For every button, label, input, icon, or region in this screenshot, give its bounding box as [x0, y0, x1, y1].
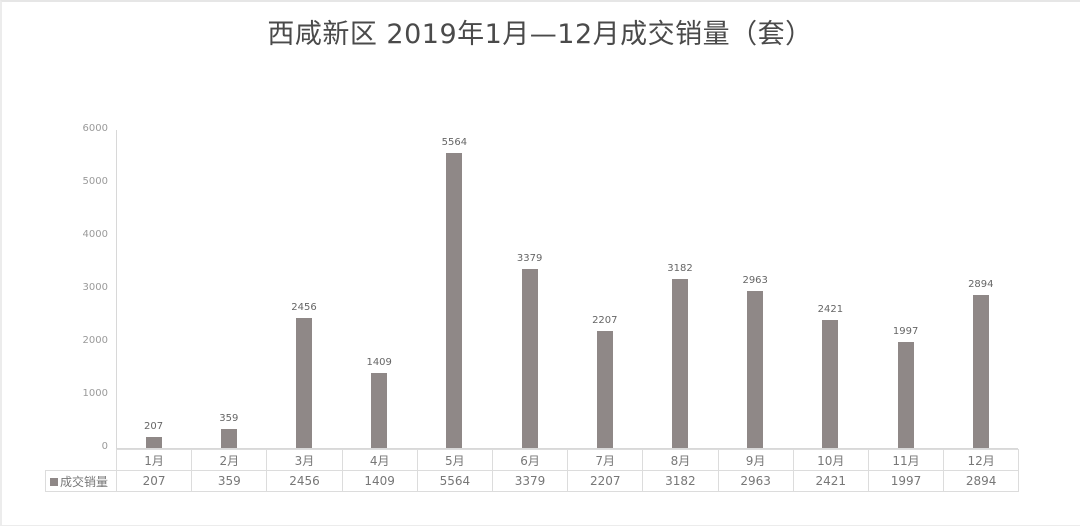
bar-value-label: 5564	[441, 137, 468, 149]
data-table-value: 2421	[792, 470, 869, 492]
data-table-value: 359	[191, 470, 268, 492]
category-label: 6月	[491, 449, 569, 471]
bar-1	[145, 437, 162, 448]
bar-7	[596, 331, 613, 448]
bar-5	[446, 153, 463, 448]
legend-cell: 成交销量	[45, 470, 117, 492]
category-label: 11月	[867, 449, 945, 471]
chart-title: 西咸新区 2019年1月—12月成交销量（套）	[267, 19, 813, 50]
legend-label: 成交销量	[60, 474, 109, 489]
category-label: 9月	[717, 449, 794, 471]
bar-2	[220, 428, 237, 448]
data-table-value: 1409	[341, 470, 418, 492]
y-axis-line	[116, 130, 117, 465]
y-tick-label: 6000	[82, 123, 108, 134]
bar-value-label: 2421	[817, 303, 844, 315]
bar-6	[521, 268, 538, 448]
bar-value-label: 3379	[516, 252, 543, 264]
bar-value-label: 2456	[291, 301, 317, 313]
bar-value-label: 1409	[366, 357, 392, 369]
data-table-value: 2963	[717, 470, 794, 492]
data-table-value: 3379	[491, 470, 569, 492]
bar-8	[672, 279, 688, 448]
category-label: 5月	[416, 449, 493, 471]
data-table-value-row: 成交销量 207 359 2456 1409 5564 3379 2207 3182 2963 2…	[45, 470, 1020, 492]
y-tick-label: 3000	[82, 282, 108, 293]
data-table-corner	[45, 449, 117, 471]
bar-value-label: 207	[144, 421, 164, 433]
category-label: 7月	[567, 449, 644, 471]
y-tick-label: 4000	[82, 229, 108, 240]
category-label: 1月	[115, 449, 193, 471]
data-table-value: 207	[115, 470, 193, 492]
category-label: 3月	[266, 449, 343, 471]
bar-value-label: 1997	[892, 326, 919, 338]
y-tick-label: 1000	[82, 388, 108, 399]
data-table-value: 2207	[567, 470, 644, 492]
category-label: 8月	[642, 449, 719, 471]
bar-value-label: 2963	[742, 274, 768, 286]
data-table-value: 2894	[943, 470, 1020, 492]
y-tick-label: 0	[101, 441, 108, 452]
data-table: 1月 2月 3月 4月 5月 6月 7月 8月 9月 10月 11月 12月 成交销量 207 359 2…	[45, 449, 1020, 492]
bar-value-label: 2207	[592, 315, 618, 327]
legend-swatch-icon	[50, 477, 58, 486]
category-label: 2月	[191, 449, 268, 471]
bar-3	[296, 317, 312, 448]
bar-9	[747, 290, 764, 448]
bar-12	[972, 294, 989, 448]
y-tick-label: 5000	[82, 176, 108, 187]
bar-4	[371, 373, 388, 448]
data-table-value: 2456	[266, 470, 343, 492]
data-table-value: 1997	[867, 470, 945, 492]
bar-value-label: 359	[219, 412, 239, 424]
data-table-value: 5564	[416, 470, 493, 492]
data-table-header-row: 1月 2月 3月 4月 5月 6月 7月 8月 9月 10月 11月 12月	[45, 449, 1020, 471]
y-tick-label: 2000	[82, 335, 108, 346]
data-table-value: 3182	[642, 470, 719, 492]
category-label: 4月	[341, 449, 418, 471]
bar-11	[897, 342, 914, 448]
category-label: 12月	[943, 449, 1020, 471]
x-axis-line	[116, 448, 1018, 449]
bar-value-label: 3182	[667, 263, 693, 275]
category-label: 10月	[792, 449, 869, 471]
bar-10	[822, 319, 839, 448]
bar-value-label: 2894	[968, 278, 994, 290]
